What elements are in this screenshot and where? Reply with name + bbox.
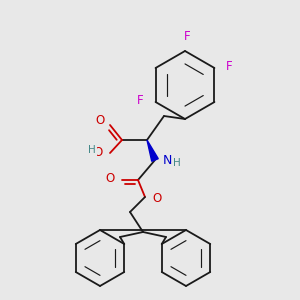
Text: F: F <box>184 31 190 44</box>
Text: F: F <box>137 94 144 106</box>
Text: O: O <box>93 146 103 160</box>
Text: F: F <box>226 59 233 73</box>
Text: O: O <box>152 191 162 205</box>
Text: N: N <box>162 154 172 166</box>
Text: H: H <box>88 145 96 155</box>
Polygon shape <box>147 140 158 161</box>
Text: H: H <box>173 158 181 168</box>
Text: O: O <box>95 113 105 127</box>
Text: O: O <box>105 172 115 185</box>
